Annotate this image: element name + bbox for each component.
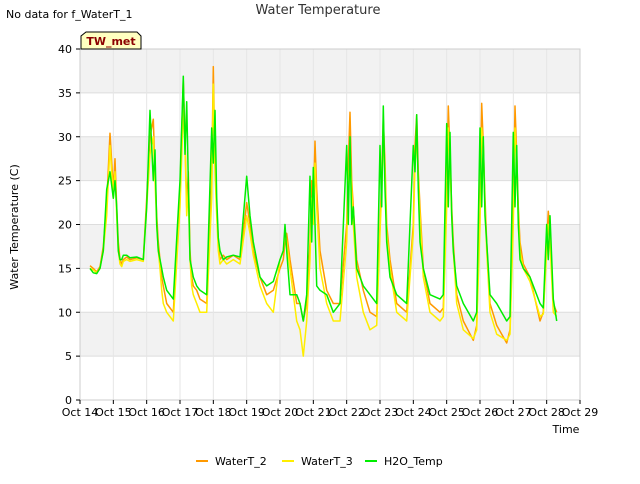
x-tick-label: Oct 20 bbox=[262, 406, 299, 419]
y-tick-label: 5 bbox=[65, 350, 72, 363]
x-tick-label: Oct 15 bbox=[95, 406, 132, 419]
y-axis-ticks: 0 5 10 15 20 25 30 35 40 bbox=[58, 43, 80, 407]
legend-item-h2o-temp: H2O_Temp bbox=[365, 455, 443, 468]
x-tick-label: Oct 25 bbox=[428, 406, 465, 419]
x-tick-label: Oct 28 bbox=[528, 406, 565, 419]
x-tick-label: Oct 27 bbox=[495, 406, 532, 419]
x-axis-label: Time bbox=[552, 423, 580, 436]
x-tick-label: Oct 17 bbox=[162, 406, 199, 419]
legend-item-watert-2: WaterT_2 bbox=[196, 455, 267, 468]
legend-label: WaterT_2 bbox=[215, 455, 267, 468]
background-band bbox=[80, 49, 580, 93]
x-tick-label: Oct 14 bbox=[62, 406, 99, 419]
x-tick-label: Oct 18 bbox=[195, 406, 232, 419]
x-tick-label: Oct 21 bbox=[295, 406, 332, 419]
x-tick-label: Oct 22 bbox=[328, 406, 365, 419]
x-tick-label: Oct 19 bbox=[228, 406, 265, 419]
y-tick-label: 35 bbox=[58, 87, 72, 100]
legend-item-watert-3: WaterT_3 bbox=[282, 455, 353, 468]
x-tick-label: Oct 23 bbox=[362, 406, 399, 419]
y-tick-label: 10 bbox=[58, 306, 72, 319]
y-tick-label: 15 bbox=[58, 262, 72, 275]
x-tick-label: Oct 24 bbox=[395, 406, 432, 419]
y-axis-label: Water Temperature (C) bbox=[8, 164, 21, 289]
no-data-note: No data for f_WaterT_1 bbox=[6, 8, 132, 21]
background-band bbox=[80, 136, 580, 181]
chart-title: Water Temperature bbox=[256, 3, 381, 18]
x-tick-label: Oct 29 bbox=[562, 406, 599, 419]
series-line-h2o-temp bbox=[89, 75, 558, 322]
y-tick-label: 30 bbox=[58, 131, 72, 144]
y-tick-label: 20 bbox=[58, 219, 72, 232]
legend-label: WaterT_3 bbox=[301, 455, 353, 468]
legend-label: H2O_Temp bbox=[384, 455, 443, 468]
site-label-box bbox=[80, 31, 142, 50]
y-tick-label: 25 bbox=[58, 175, 72, 188]
site-label-text: TW_met bbox=[86, 35, 135, 48]
legend: WaterT_2 WaterT_3 H2O_Temp bbox=[196, 455, 443, 468]
y-tick-label: 0 bbox=[65, 394, 72, 407]
y-tick-label: 40 bbox=[58, 43, 72, 56]
background-band bbox=[80, 224, 580, 269]
x-tick-label: Oct 26 bbox=[462, 406, 499, 419]
series-layer bbox=[89, 65, 558, 357]
site-label-badge: TW_met bbox=[80, 31, 142, 50]
x-tick-label: Oct 16 bbox=[128, 406, 165, 419]
